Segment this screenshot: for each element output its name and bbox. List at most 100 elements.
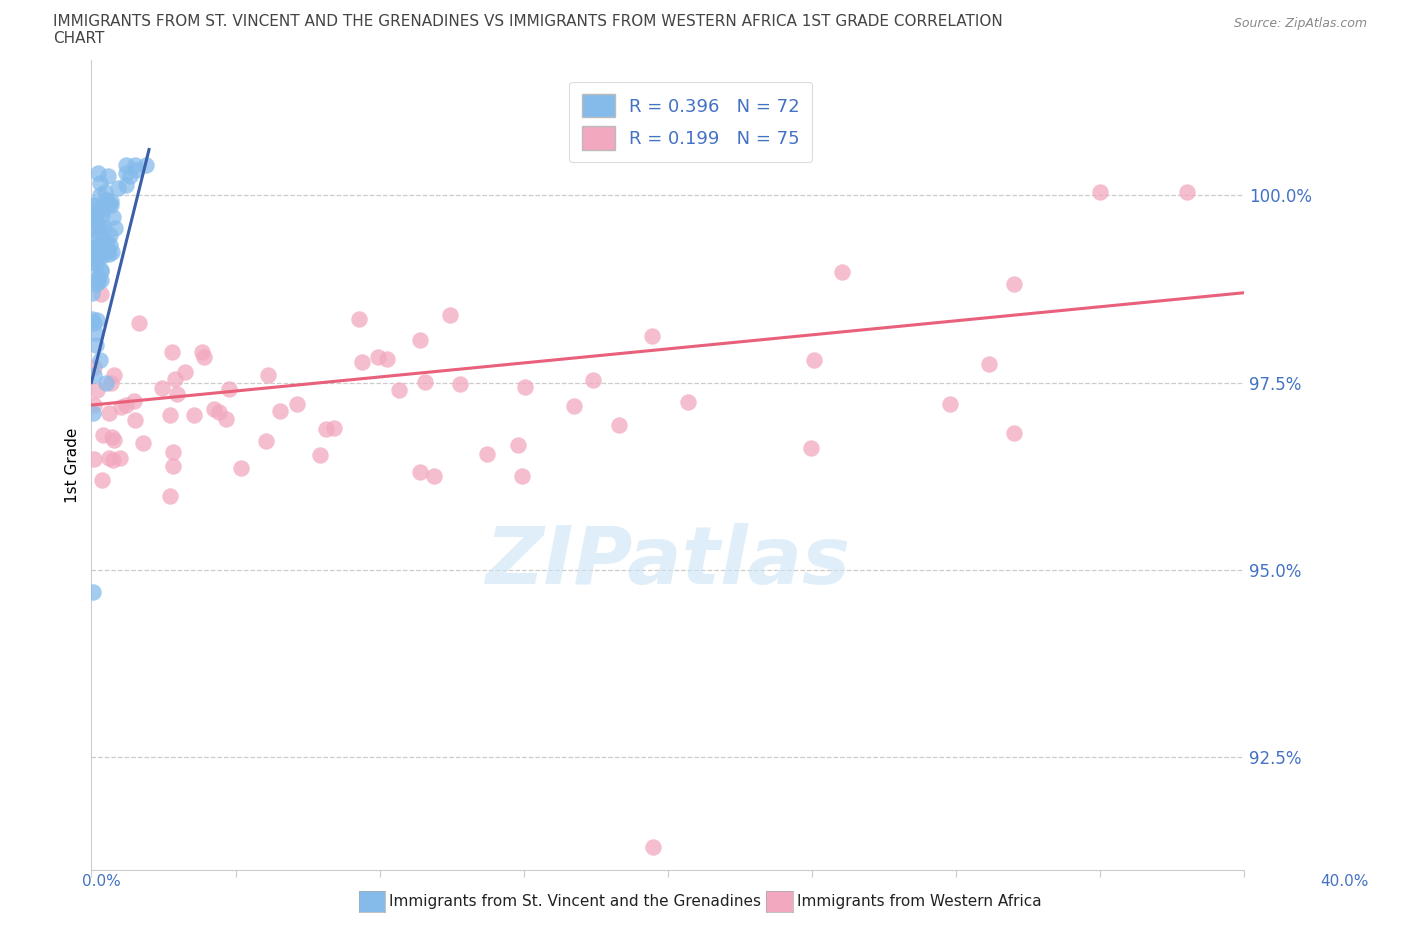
Point [91, 248, 114, 263]
Text: Source: ZipAtlas.com: Source: ZipAtlas.com [1233, 17, 1367, 30]
Point [475, 446, 498, 461]
Point [82, 213, 104, 228]
Point [114, 178, 136, 193]
Point [124, 413, 146, 428]
Legend: R = 0.396   N = 72, R = 0.199   N = 75: R = 0.396 N = 72, R = 0.199 N = 75 [569, 82, 813, 163]
Point [831, 264, 853, 279]
Point [87, 270, 110, 285]
Point [82, 585, 104, 600]
Point [87, 274, 110, 289]
Point [100, 429, 122, 444]
Point [82, 210, 104, 225]
Point [125, 163, 148, 178]
Point [91, 428, 114, 443]
Point [89, 241, 111, 256]
Y-axis label: 1st Grade: 1st Grade [65, 427, 80, 503]
Point [115, 398, 138, 413]
Point [159, 488, 181, 503]
Text: CHART: CHART [53, 31, 105, 46]
Point [110, 450, 132, 465]
Point [506, 437, 529, 452]
Point [89, 246, 111, 260]
Point [90, 272, 112, 287]
Point [103, 433, 125, 448]
Point [1088, 184, 1111, 199]
Point [83, 326, 105, 340]
Point [347, 312, 370, 326]
Point [513, 379, 536, 394]
Point [96, 193, 118, 207]
Point [100, 197, 122, 212]
Point [257, 367, 280, 382]
Text: IMMIGRANTS FROM ST. VINCENT AND THE GRENADINES VS IMMIGRANTS FROM WESTERN AFRICA: IMMIGRANTS FROM ST. VINCENT AND THE GREN… [53, 14, 1002, 29]
Point [96, 234, 118, 249]
Point [103, 209, 125, 224]
Point [82, 241, 104, 256]
Point [208, 405, 231, 419]
Point [581, 373, 603, 388]
Point [564, 399, 586, 414]
Point [84, 247, 107, 262]
Point [352, 354, 374, 369]
Point [162, 458, 184, 473]
Point [100, 376, 122, 391]
Point [439, 308, 461, 323]
Point [215, 412, 238, 427]
Point [415, 375, 437, 390]
Point [409, 333, 432, 348]
Point [82, 240, 104, 255]
Point [110, 399, 132, 414]
Text: Immigrants from Western Africa: Immigrants from Western Africa [797, 894, 1042, 909]
Point [82, 312, 104, 326]
Point [86, 218, 108, 232]
Point [90, 264, 112, 279]
Point [607, 418, 630, 432]
Text: 40.0%: 40.0% [1320, 874, 1368, 889]
Point [90, 286, 112, 301]
Point [135, 158, 157, 173]
Point [269, 404, 291, 418]
Point [285, 396, 308, 411]
Point [83, 219, 105, 234]
Point [367, 350, 389, 365]
Point [160, 345, 183, 360]
Point [97, 168, 120, 183]
Point [80, 232, 103, 246]
Text: 0.0%: 0.0% [82, 874, 121, 889]
Point [91, 232, 114, 246]
Point [315, 422, 337, 437]
Point [162, 445, 184, 459]
Point [90, 472, 112, 487]
Point [231, 460, 253, 475]
Point [104, 221, 127, 236]
Point [97, 405, 120, 420]
Point [83, 315, 105, 330]
Point [83, 198, 105, 213]
Point [98, 228, 121, 243]
Point [83, 397, 105, 412]
Point [89, 227, 111, 242]
Point [408, 464, 430, 479]
Point [183, 407, 205, 422]
Point [118, 168, 141, 183]
Point [115, 166, 138, 180]
Point [100, 193, 122, 208]
Point [86, 253, 108, 268]
Point [218, 381, 240, 396]
Point [89, 219, 111, 234]
Point [97, 244, 120, 259]
Point [90, 243, 112, 258]
Point [173, 365, 195, 379]
Point [98, 196, 121, 211]
Point [122, 394, 145, 409]
Point [86, 312, 108, 327]
Point [322, 420, 344, 435]
Point [83, 452, 105, 467]
Point [94, 375, 117, 390]
Point [87, 237, 110, 252]
Point [97, 450, 120, 465]
Point [83, 367, 105, 382]
Point [89, 188, 111, 203]
Point [132, 435, 155, 450]
Point [165, 372, 187, 387]
